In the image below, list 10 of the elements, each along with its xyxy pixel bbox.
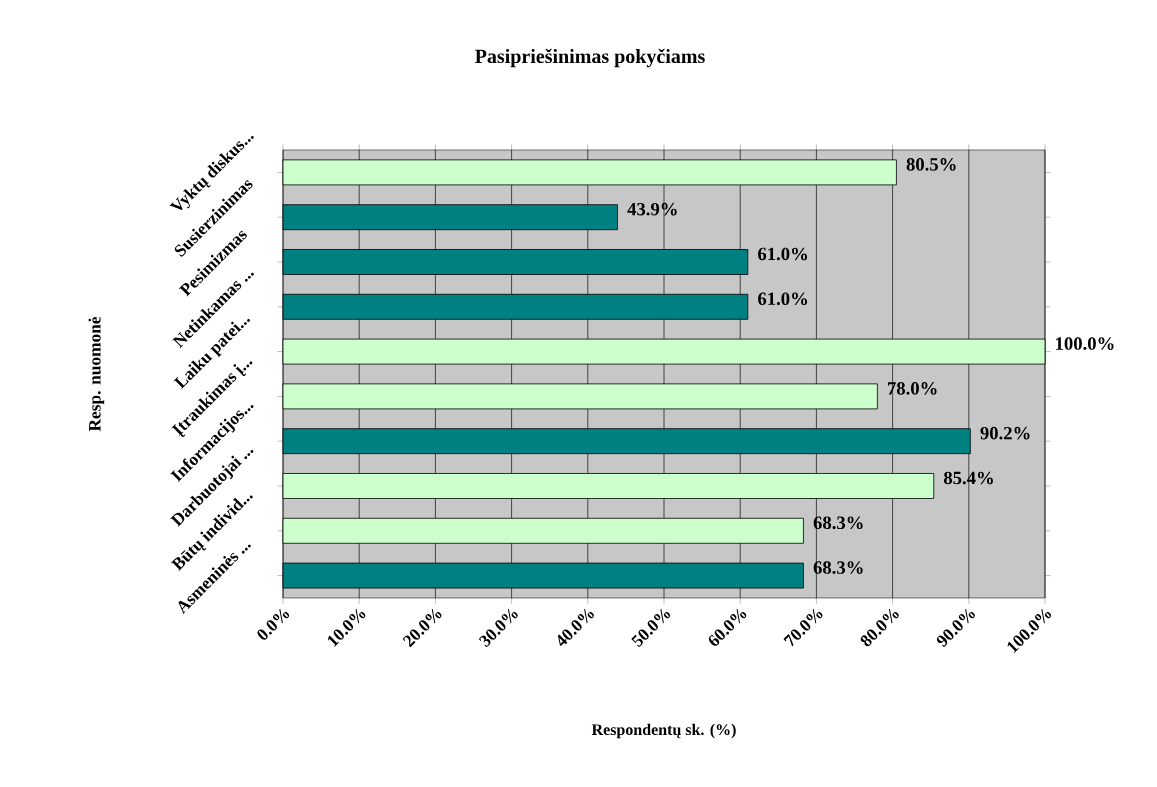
y-axis-title: Resp. nuomonė	[88, 316, 105, 432]
data-label: 43.9%	[627, 202, 677, 216]
x-axis-title: Respondentų sk. (%)	[591, 723, 736, 739]
data-label: 61.0%	[758, 292, 808, 306]
data-label: 100.0%	[1056, 337, 1114, 350]
data-label: 61.0%	[758, 247, 808, 261]
data-label: 90.2%	[980, 426, 1030, 440]
data-label: 80.5%	[906, 158, 956, 171]
data-label: 85.4%	[943, 471, 993, 485]
chart-title: Pasipriešinimas pokyčiams	[475, 48, 705, 68]
